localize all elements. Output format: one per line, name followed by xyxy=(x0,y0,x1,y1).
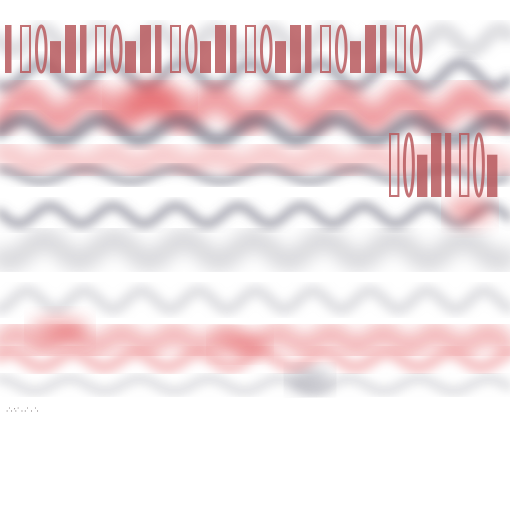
wave-band xyxy=(0,284,510,316)
wave-band xyxy=(0,140,510,180)
color-blob xyxy=(30,318,90,342)
color-blob xyxy=(110,82,190,118)
caption-block: ·˙· ′·˙ · ·˙ · ˙· xyxy=(6,405,506,513)
color-blob xyxy=(446,196,494,224)
caption-line: ·˙· ′·˙ · ·˙ · ˙· xyxy=(6,406,39,417)
wave-band xyxy=(0,21,510,59)
wave-band xyxy=(0,57,510,93)
caption-line xyxy=(6,460,506,474)
wave-band xyxy=(0,201,510,229)
color-blob xyxy=(212,335,268,355)
wave-band xyxy=(0,373,510,397)
color-blob xyxy=(288,371,332,389)
wave-bands xyxy=(0,21,510,397)
wave-band xyxy=(0,345,510,375)
caption-line xyxy=(6,419,506,433)
wave-band xyxy=(0,112,510,148)
caption-line xyxy=(6,446,506,460)
wave-band xyxy=(0,228,510,272)
caption-line xyxy=(6,433,506,447)
